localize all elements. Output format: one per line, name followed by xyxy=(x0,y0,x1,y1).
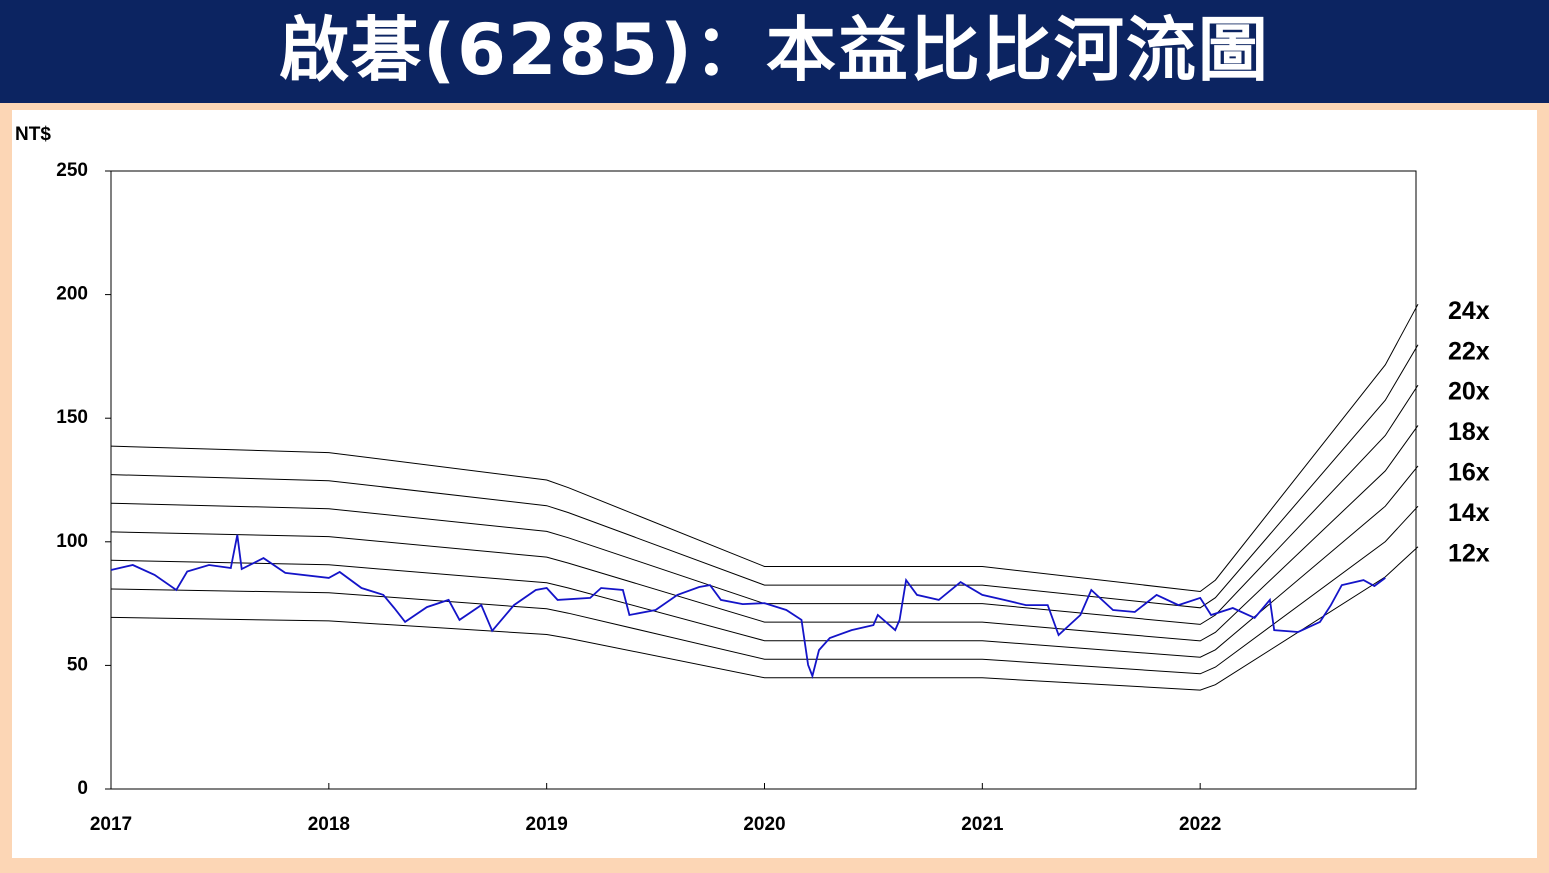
y-tick-label: 100 xyxy=(56,531,88,552)
x-tick-label: 2017 xyxy=(90,814,132,835)
band-label: 22x xyxy=(1448,337,1490,365)
band-label: 12x xyxy=(1448,539,1490,567)
band-line xyxy=(110,546,1419,691)
y-axis-label: NT$ xyxy=(15,124,51,145)
panel xyxy=(12,110,1537,858)
chart-title: 啟碁(6285)：本益比比河流圖 xyxy=(0,0,1549,103)
band-line xyxy=(110,303,1419,593)
y-tick-label: 150 xyxy=(56,407,88,428)
band-line xyxy=(110,425,1419,642)
x-tick-label: 2019 xyxy=(526,814,568,835)
x-tick-label: 2020 xyxy=(743,814,785,835)
band-label: 14x xyxy=(1448,499,1490,527)
y-tick-label: 200 xyxy=(56,284,88,305)
y-tick-label: 50 xyxy=(67,654,88,675)
y-tick-label: 250 xyxy=(56,160,88,181)
x-tick-label: 2018 xyxy=(308,814,350,835)
band-line xyxy=(110,344,1419,609)
x-tick-label: 2021 xyxy=(961,814,1004,835)
band-label: 24x xyxy=(1448,297,1490,325)
plot-frame xyxy=(110,170,1417,790)
band-label: 18x xyxy=(1448,418,1490,446)
band-line xyxy=(110,465,1419,658)
band-line xyxy=(110,505,1419,675)
band-line xyxy=(110,384,1419,625)
price-line xyxy=(110,534,1386,679)
x-tick-label: 2022 xyxy=(1179,814,1221,835)
band-label: 16x xyxy=(1448,459,1490,487)
y-tick-label: 0 xyxy=(77,778,88,799)
band-label: 20x xyxy=(1448,378,1490,406)
